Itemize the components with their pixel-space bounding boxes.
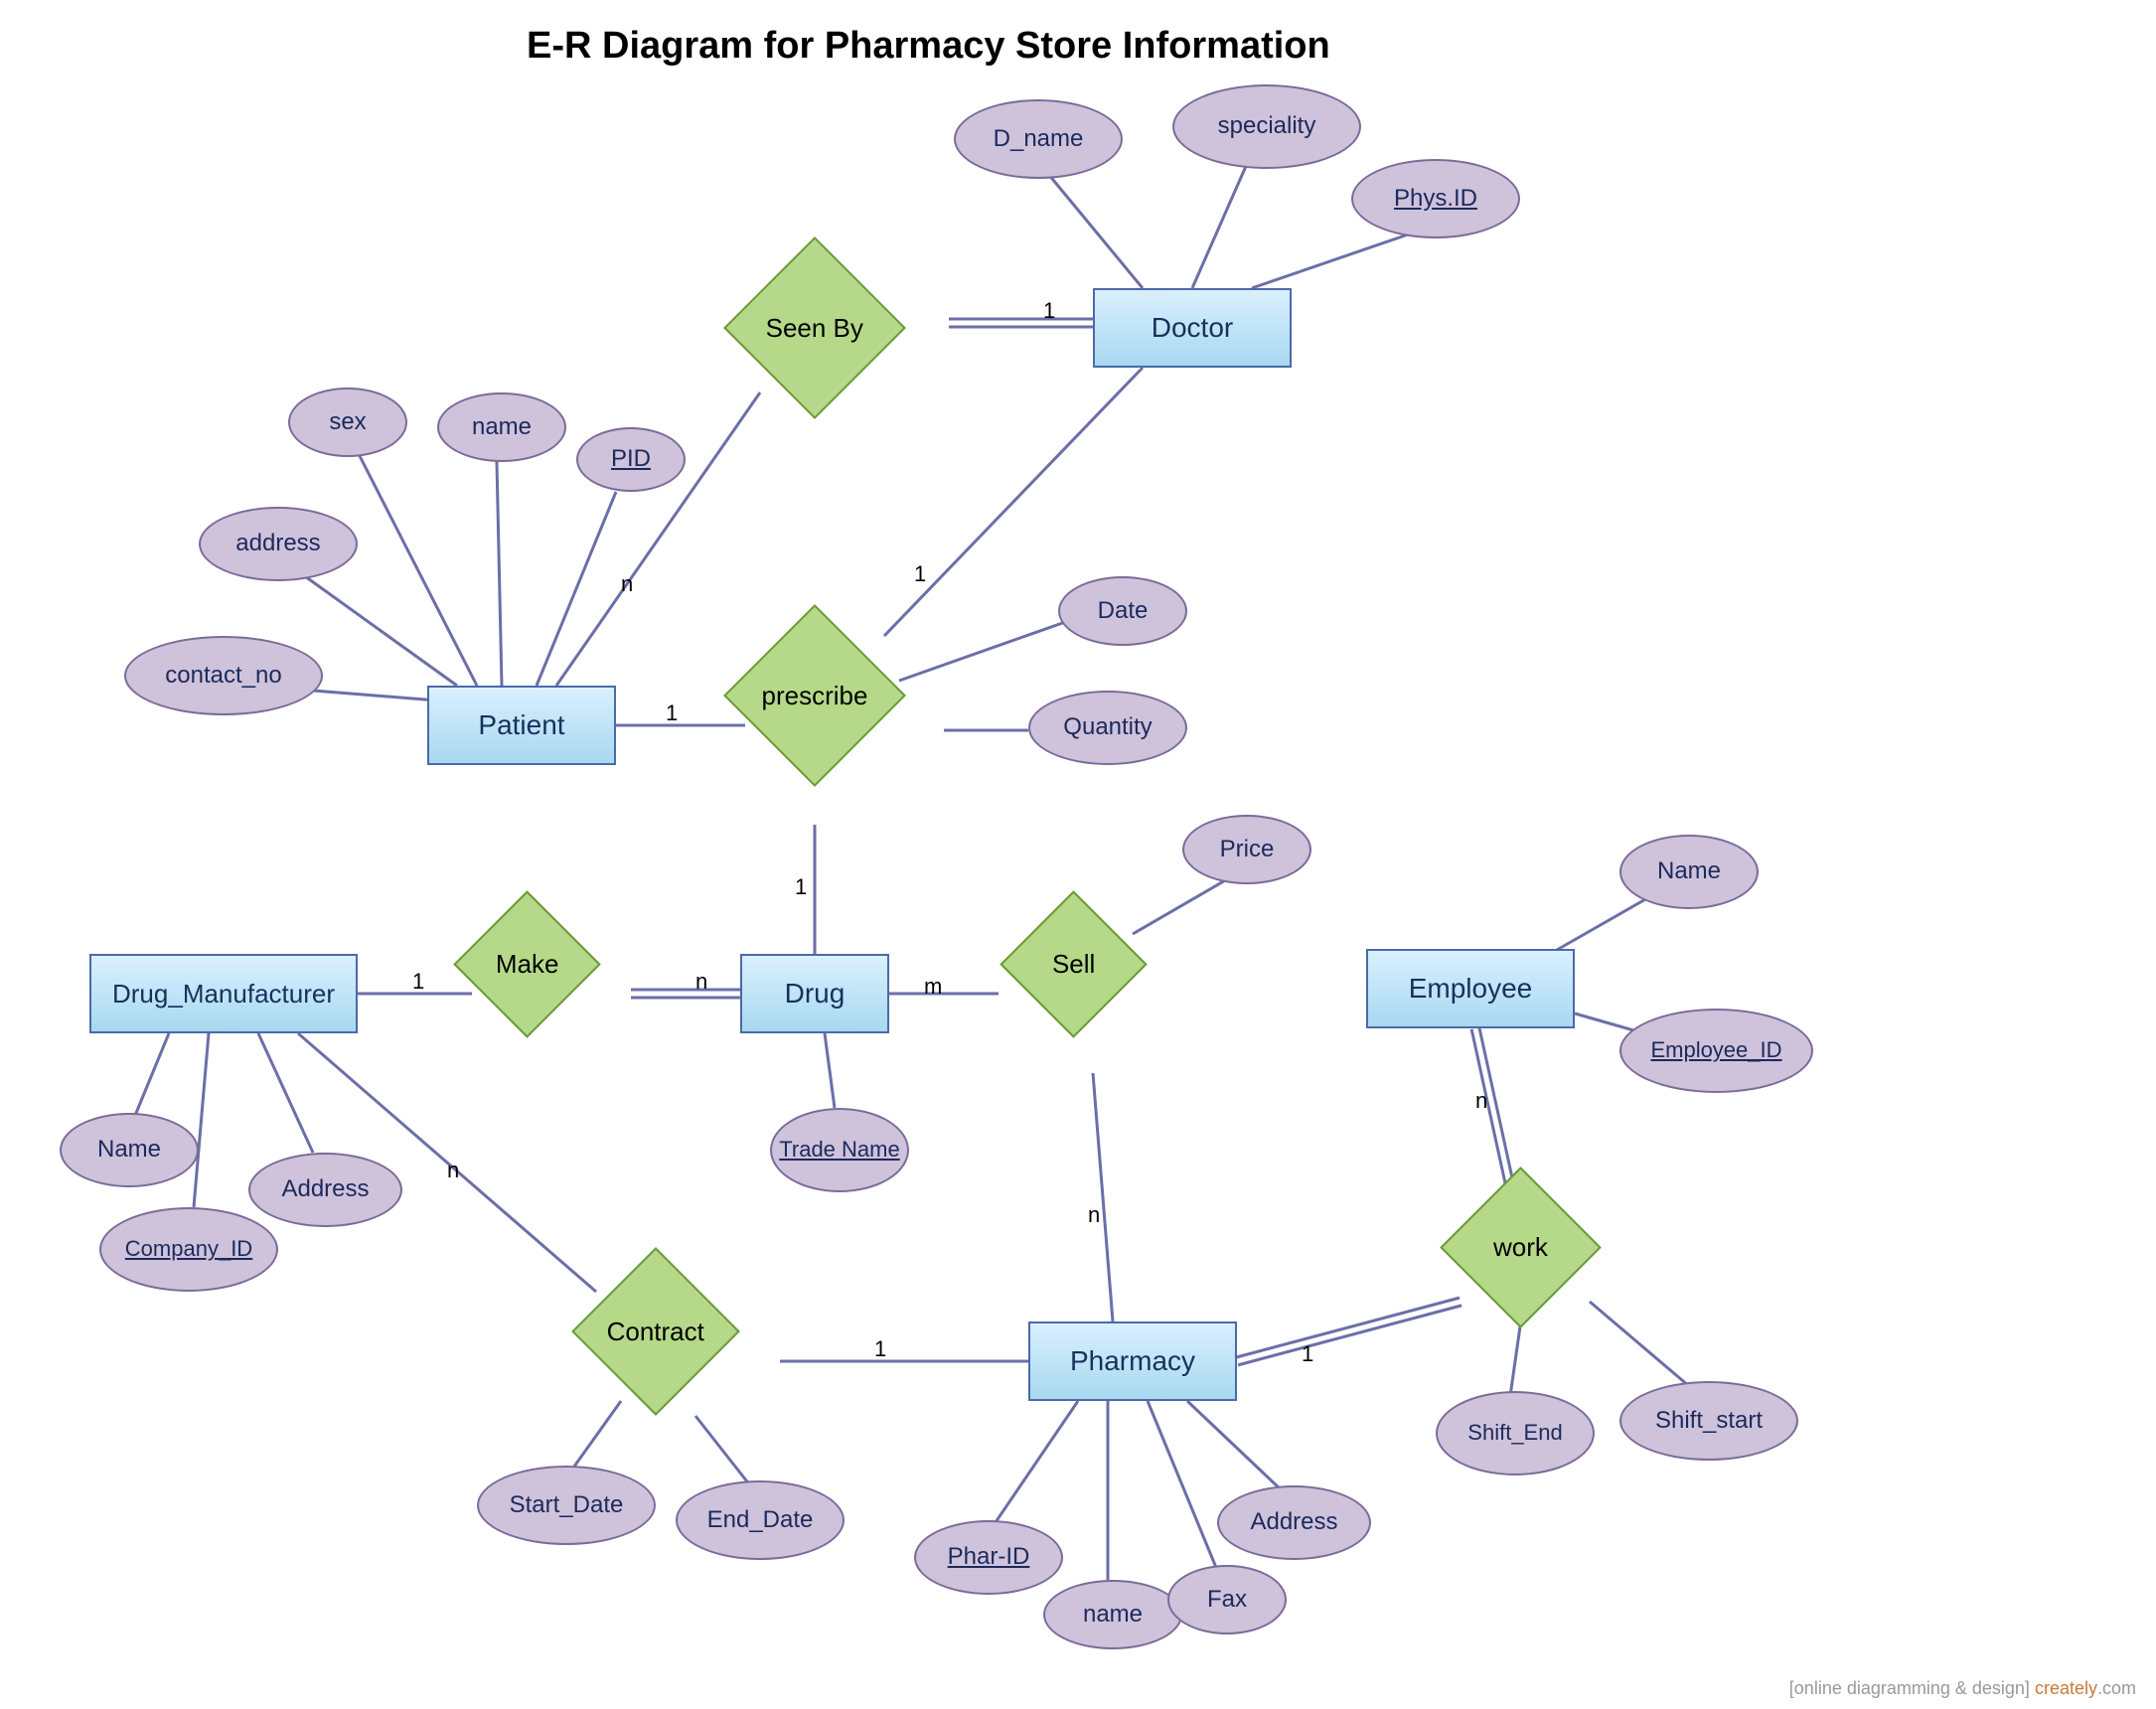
attribute-date: Date	[1058, 576, 1187, 646]
entity-drug_manufacturer: Drug_Manufacturer	[89, 954, 358, 1033]
cardinality-label: n	[1475, 1088, 1487, 1114]
entity-employee: Employee	[1366, 949, 1575, 1028]
entity-patient: Patient	[427, 686, 616, 765]
cardinality-label: 1	[666, 700, 678, 726]
attribute-shift_start: Shift_start	[1619, 1381, 1798, 1461]
attribute-d_name: D_name	[954, 99, 1123, 179]
attribute-speciality: speciality	[1172, 84, 1361, 169]
attribute-fax: Fax	[1167, 1565, 1287, 1634]
entity-pharmacy: Pharmacy	[1028, 1321, 1237, 1401]
attribute-end_date: End_Date	[676, 1480, 845, 1560]
attribute-company_id: Company_ID	[99, 1207, 278, 1292]
attribute-trade_name: Trade Name	[770, 1108, 909, 1192]
attribute-start_date: Start_Date	[477, 1466, 656, 1545]
entity-doctor: Doctor	[1093, 288, 1292, 368]
entity-drug: Drug	[740, 954, 889, 1033]
watermark: [online diagramming & design] creately.c…	[1789, 1678, 2136, 1699]
attribute-phys_id: Phys.ID	[1351, 159, 1520, 238]
attribute-name_p: name	[437, 392, 566, 462]
cardinality-label: m	[924, 974, 942, 1000]
cardinality-label: 1	[914, 561, 926, 587]
attribute-contact_no: contact_no	[124, 636, 323, 715]
cardinality-label: 1	[1302, 1341, 1313, 1367]
attribute-phar_id: Phar-ID	[914, 1520, 1063, 1595]
attribute-price: Price	[1182, 815, 1311, 884]
cardinality-label: n	[695, 969, 707, 995]
cardinality-label: 1	[412, 969, 424, 995]
attribute-pharm_address: Address	[1217, 1485, 1371, 1560]
attribute-mfg_name: Name	[60, 1113, 199, 1187]
diagram-canvas: E-R Diagram for Pharmacy Store Informati…	[0, 0, 2156, 1709]
cardinality-label: n	[1088, 1202, 1100, 1228]
attribute-sex: sex	[288, 388, 407, 457]
attribute-quantity: Quantity	[1028, 691, 1187, 765]
attribute-emp_name: Name	[1619, 835, 1759, 909]
attribute-address_p: address	[199, 507, 358, 581]
cardinality-label: 1	[1043, 298, 1055, 324]
attribute-mfg_address: Address	[248, 1153, 402, 1227]
cardinality-label: n	[621, 571, 633, 597]
attribute-shift_end: Shift_End	[1436, 1391, 1595, 1476]
cardinality-label: n	[447, 1158, 459, 1183]
attribute-emp_id: Employee_ID	[1619, 1009, 1813, 1093]
attribute-pharm_name: name	[1043, 1580, 1182, 1649]
edges-layer	[0, 0, 2156, 1709]
cardinality-label: 1	[874, 1336, 886, 1362]
cardinality-label: 1	[795, 874, 807, 900]
attribute-pid: PID	[576, 427, 686, 492]
